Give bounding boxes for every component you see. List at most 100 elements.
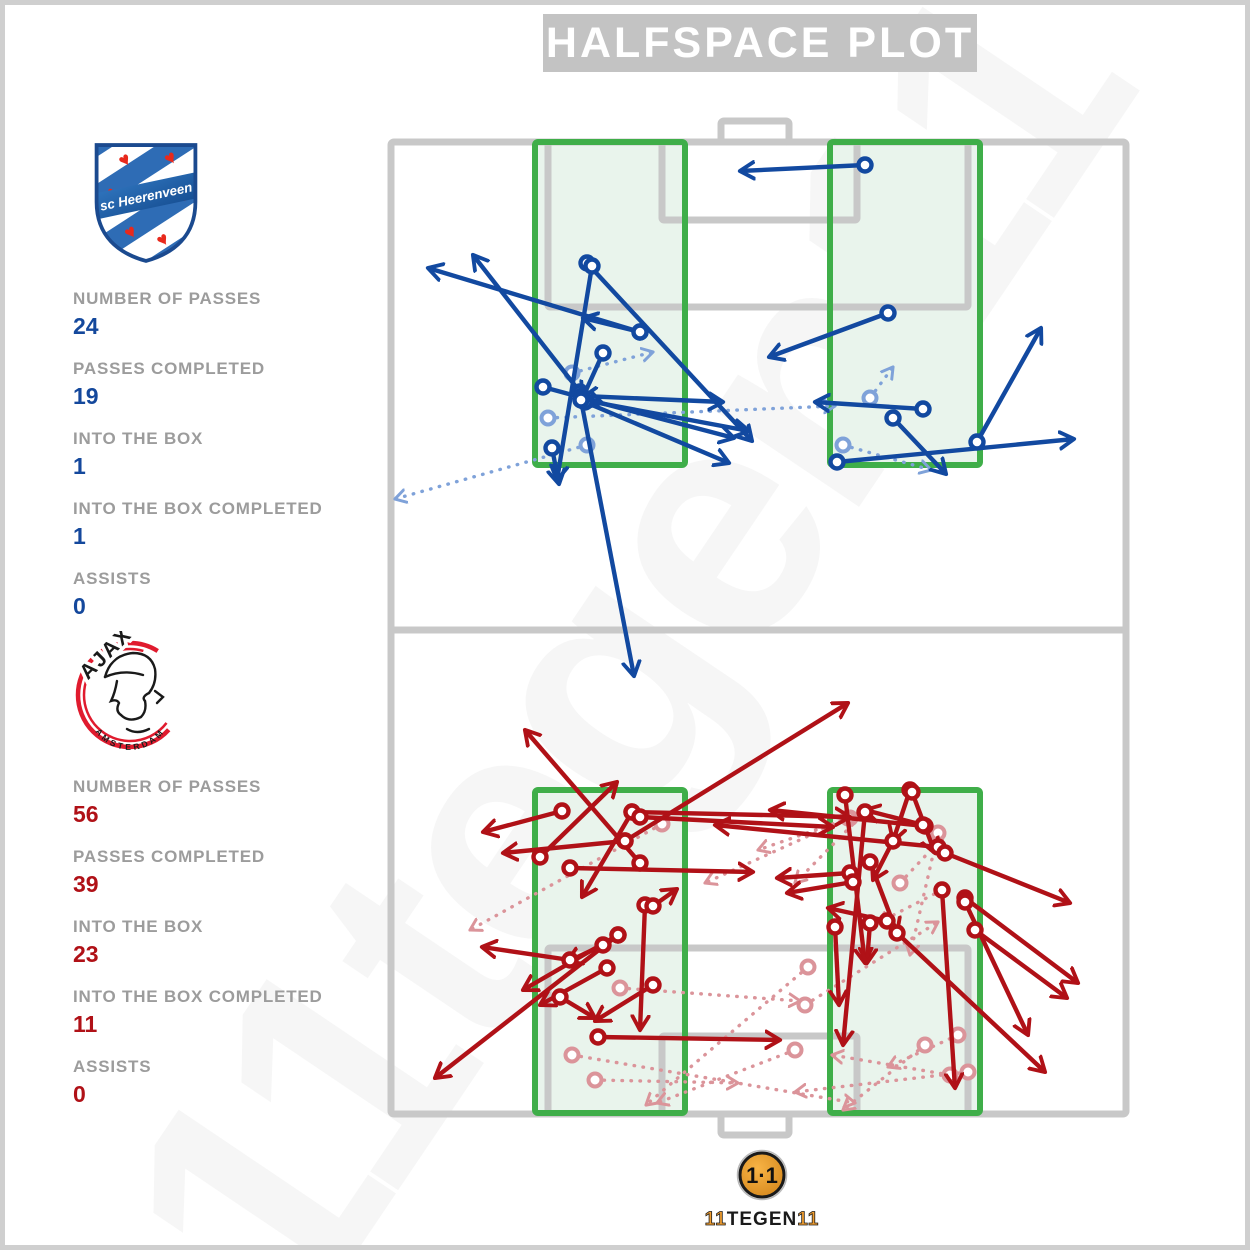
- pass-origin: [914, 400, 932, 418]
- brand-emblem-text: 1·1: [746, 1163, 778, 1188]
- pass-origin: [956, 893, 974, 911]
- pass-origin: [583, 257, 601, 275]
- stat-label: INTO THE BOX: [73, 429, 204, 448]
- pass-origin: [631, 323, 649, 341]
- pass-origin: [959, 1063, 977, 1081]
- stat-block: NUMBER OF PASSES 56: [73, 777, 333, 828]
- pass-arrow: [473, 255, 582, 394]
- stat-value: 0: [73, 1081, 86, 1107]
- pass-origin: [834, 436, 852, 454]
- stat-value: 39: [73, 871, 99, 897]
- pass-arrow: [618, 986, 802, 1001]
- pass-origin: [878, 912, 896, 930]
- pass-origin: [561, 859, 579, 877]
- pass-origin: [929, 824, 947, 842]
- pass-origin: [828, 453, 846, 471]
- ajax-warrior-lines: [103, 651, 165, 734]
- stat-value: 11: [73, 1011, 98, 1037]
- stat-label: NUMBER OF PASSES: [73, 777, 262, 796]
- pass-origin: [572, 391, 590, 409]
- pass-origin: [884, 409, 902, 427]
- pass-arrow: [593, 1080, 740, 1083]
- stat-block: INTO THE BOX 23: [73, 917, 333, 968]
- pass-arrow: [538, 782, 617, 859]
- stat-label: INTO THE BOX: [73, 917, 204, 936]
- pass-arrow: [876, 888, 944, 923]
- pitch-pass-map: [387, 117, 1130, 1139]
- pass-origin: [884, 832, 902, 850]
- ajax-logo: AJAX AMSTERDAM: [72, 631, 185, 752]
- stat-label: INTO THE BOX COMPLETED: [73, 499, 323, 518]
- stat-value: 1: [73, 453, 86, 479]
- pass-arrow: [595, 983, 655, 1021]
- pass-arrow: [777, 873, 851, 878]
- pass-origin: [594, 344, 612, 362]
- pass-arrow: [570, 1053, 857, 1103]
- pass-origin: [856, 803, 874, 821]
- pass-origin: [644, 897, 662, 915]
- pass-arrow: [975, 328, 1041, 444]
- pass-arrow: [482, 947, 571, 963]
- pass-arrow: [973, 928, 1067, 998]
- pass-origin: [553, 802, 571, 820]
- stat-block: ASSISTS 0: [73, 569, 333, 620]
- pass-arrow: [740, 165, 866, 171]
- brand-footer: 1·1 11TEGEN11: [662, 1149, 862, 1231]
- stat-value: 19: [73, 383, 99, 409]
- pass-arrow: [868, 365, 895, 400]
- pass-arrow: [644, 965, 810, 1107]
- pass-arrow: [895, 931, 1045, 1072]
- pass-origin: [631, 808, 649, 826]
- pass-origin: [594, 936, 612, 954]
- pass-arrow: [428, 268, 641, 335]
- pass-origin: [561, 951, 579, 969]
- pass-origin: [933, 881, 951, 899]
- pass-arrow: [483, 808, 563, 832]
- stat-block: INTO THE BOX COMPLETED 11: [73, 987, 333, 1038]
- brand-right: 11: [797, 1209, 820, 1231]
- pass-arrow: [582, 810, 634, 897]
- stat-block: PASSES COMPLETED 19: [73, 359, 333, 410]
- pass-arrow: [891, 416, 946, 474]
- passes-bottom-half: [435, 703, 1078, 1112]
- pass-arrow: [963, 896, 1078, 983]
- stat-block: PASSES COMPLETED 39: [73, 847, 333, 898]
- halfspace-border: [827, 139, 983, 468]
- stat-value: 24: [73, 313, 99, 339]
- pass-arrow: [865, 810, 924, 828]
- pass-arrow: [830, 1055, 952, 1077]
- pass-origin: [903, 783, 921, 801]
- pass-origin: [891, 874, 909, 892]
- brand-left: 11: [704, 1209, 727, 1231]
- stat-label: PASSES COMPLETED: [73, 359, 265, 378]
- pass-arrow: [835, 926, 839, 1005]
- heerenveen-logo: ♥ ♥ ♥ ♥ ♥ ♥ sc Heerenveen: [94, 143, 198, 263]
- pass-arrow: [640, 904, 645, 1030]
- pass-origin: [551, 988, 569, 1006]
- pass-arrow: [910, 831, 940, 957]
- stat-value: 1: [73, 523, 86, 549]
- brand-emblem: 1·1: [736, 1149, 788, 1201]
- pass-arrow: [503, 838, 626, 853]
- pass-origin: [534, 378, 552, 396]
- pass-origin: [861, 853, 879, 871]
- pass-origin: [563, 1046, 581, 1064]
- pass-arrow: [584, 399, 729, 463]
- pass-origin: [856, 156, 874, 174]
- pass-origin: [539, 409, 557, 427]
- passes-top-half: [393, 156, 1074, 677]
- stat-block: ASSISTS 0: [73, 1057, 333, 1108]
- stat-block: INTO THE BOX COMPLETED 1: [73, 499, 333, 550]
- pass-arrow: [841, 1043, 927, 1112]
- brand-mid: TEGEN: [726, 1209, 798, 1230]
- pass-origin: [916, 1036, 934, 1054]
- pass-arrow: [769, 310, 889, 357]
- goal: [717, 1110, 793, 1139]
- stat-label: ASSISTS: [73, 1057, 152, 1076]
- pass-origin: [616, 832, 634, 850]
- title-bar: HALFSPACE PLOT: [543, 14, 977, 72]
- pass-origin: [936, 844, 954, 862]
- pass-arrow: [569, 868, 753, 872]
- stat-value: 23: [73, 941, 99, 967]
- pass-origin: [586, 1071, 604, 1089]
